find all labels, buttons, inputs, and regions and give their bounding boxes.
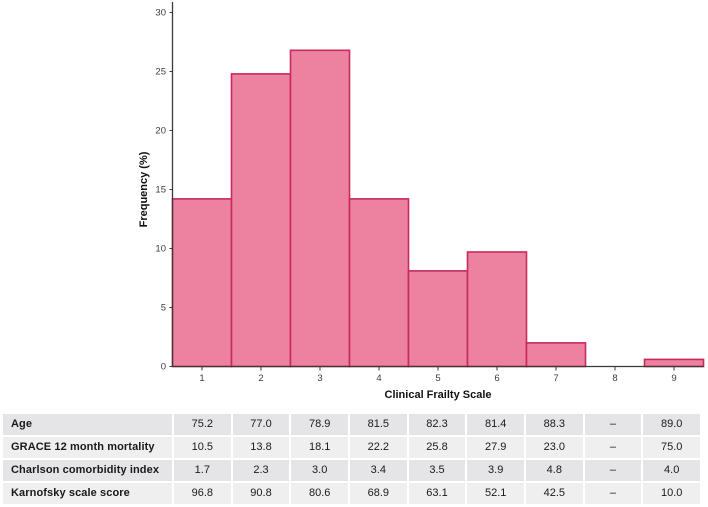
y-tick-label: 15	[155, 185, 166, 196]
table-cell: 78.9	[291, 414, 348, 435]
y-axis-title: Frequency (%)	[138, 151, 150, 227]
histogram-bar	[348, 198, 410, 368]
row-label: Charlson comorbidity index	[3, 460, 172, 481]
y-tick-label: 20	[155, 126, 166, 137]
table-cell: 88.3	[526, 414, 583, 435]
table-cell: 81.5	[350, 414, 407, 435]
y-tick-label: 10	[155, 244, 166, 255]
table-cell: 10.0	[643, 483, 700, 504]
table-cell: 25.8	[408, 437, 466, 458]
x-tick-label: 1	[199, 373, 204, 384]
table-cell: 22.2	[350, 437, 407, 458]
table-cell: 80.6	[291, 483, 348, 504]
table-cell: 3.0	[291, 460, 348, 481]
x-tick-label: 5	[435, 373, 440, 384]
histogram-bar	[643, 358, 705, 368]
x-tick-label: 4	[376, 373, 381, 384]
histogram-bar	[466, 251, 528, 368]
table-cell: 3.4	[350, 460, 407, 481]
table-cell: 4.8	[526, 460, 583, 481]
table-cell: 4.0	[643, 460, 700, 481]
x-tick-label: 9	[671, 373, 676, 384]
x-tick-label: 3	[317, 373, 322, 384]
histogram-bar	[407, 270, 469, 368]
table-cell: 81.4	[467, 414, 524, 435]
table-cell: 90.8	[232, 483, 290, 504]
table-cell: 10.5	[174, 437, 231, 458]
table-cell: 18.1	[291, 437, 348, 458]
row-label: Age	[3, 414, 172, 435]
table-cell: 68.9	[350, 483, 407, 504]
table-row: GRACE 12 month mortality 10.5 13.8 18.1 22.2…	[3, 437, 700, 458]
table-cell: 2.3	[232, 460, 290, 481]
table-cell: 82.3	[408, 414, 466, 435]
table-row: Charlson comorbidity index 1.7 2.3 3.0 3.4 3.…	[3, 460, 700, 481]
frailty-histogram-chart: 1 2 3 4 5 6 7 8 9 0 5 10 15 20 25 30 Clinical Frailty Sc…	[138, 2, 705, 401]
y-tick-label: 30	[155, 8, 166, 19]
frailty-stats-table: Age 75.2 77.0 78.9 81.5 82.3 81.4 88.3–89.0 GRAC…	[3, 414, 700, 504]
row-label: Karnofsky scale score	[3, 483, 172, 504]
table-cell: 96.8	[174, 483, 231, 504]
table-cell: 77.0	[232, 414, 290, 435]
table-cell: –	[584, 483, 642, 504]
x-tick-label: 7	[553, 373, 558, 384]
x-tick-label: 8	[612, 373, 617, 384]
histogram-bar	[230, 73, 292, 368]
table-cell: 75.2	[174, 414, 231, 435]
table-row: Age 75.2 77.0 78.9 81.5 82.3 81.4 88.3–89.0	[3, 414, 700, 435]
table-cell: 13.8	[232, 437, 290, 458]
table-cell: 42.5	[526, 483, 583, 504]
x-axis-title: Clinical Frailty Scale	[385, 389, 492, 401]
y-tick-label: 0	[161, 362, 166, 373]
table-cell: 63.1	[408, 483, 466, 504]
table-cell: 89.0	[643, 414, 700, 435]
table-cell: 52.1	[467, 483, 524, 504]
histogram-bar	[171, 198, 233, 368]
table-cell: –	[584, 437, 642, 458]
table-cell: 3.5	[408, 460, 466, 481]
table-cell: 3.9	[467, 460, 524, 481]
table-cell: –	[584, 460, 642, 481]
table-cell: 23.0	[526, 437, 583, 458]
table-cell: 75.0	[643, 437, 700, 458]
y-tick-label: 5	[161, 303, 166, 314]
x-tick-label: 2	[258, 373, 263, 384]
histogram-bar	[289, 49, 351, 368]
table-cell: 27.9	[467, 437, 524, 458]
x-tick-label: 6	[494, 373, 499, 384]
histogram-bar	[525, 342, 587, 368]
table-cell: 1.7	[174, 460, 231, 481]
table-row: Karnofsky scale score 96.8 90.8 80.6 68.9 63.…	[3, 483, 700, 504]
y-tick-label: 25	[155, 67, 166, 78]
table-cell: –	[584, 414, 642, 435]
row-label: GRACE 12 month mortality	[3, 437, 172, 458]
